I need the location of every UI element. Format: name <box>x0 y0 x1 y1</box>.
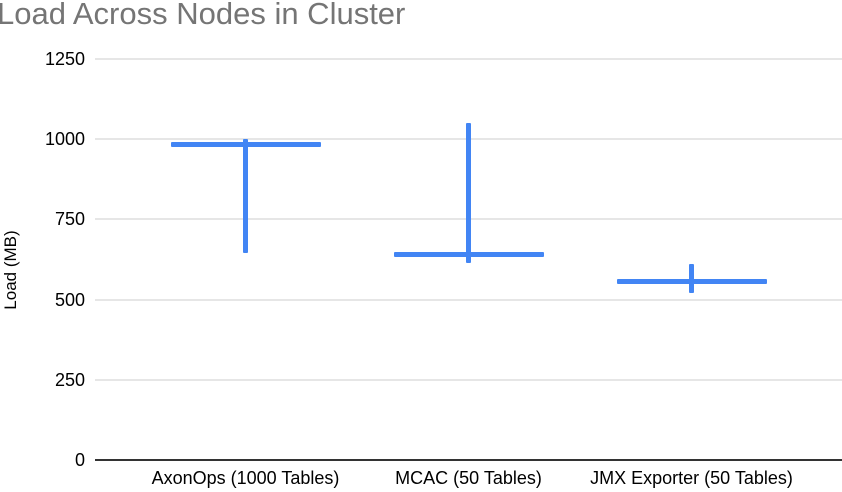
x-axis-label: JMX Exporter (50 Tables) <box>590 468 793 488</box>
gridline <box>95 378 842 381</box>
y-tick-label: 0 <box>74 450 85 470</box>
candle-center-line <box>616 279 767 285</box>
candle-whisker <box>466 123 471 263</box>
y-tick-label: 500 <box>54 289 85 310</box>
candle-whisker <box>689 264 694 294</box>
chart-title: Load Across Nodes in Cluster <box>0 0 406 31</box>
x-axis-label: MCAC (50 Tables) <box>395 468 542 488</box>
y-tick-label: 1250 <box>44 49 85 69</box>
y-tick-label: 1000 <box>44 129 85 150</box>
x-axis-label: AxonOps (1000 Tables) <box>151 468 340 488</box>
gridline <box>95 58 842 60</box>
x-axis-baseline <box>95 459 842 461</box>
candle-whisker <box>243 139 248 254</box>
gridline <box>95 298 842 301</box>
y-tick-label: 750 <box>54 209 85 230</box>
y-tick-label: 250 <box>54 369 85 390</box>
candle-center-line <box>393 252 544 258</box>
candle-center-line <box>170 141 321 147</box>
